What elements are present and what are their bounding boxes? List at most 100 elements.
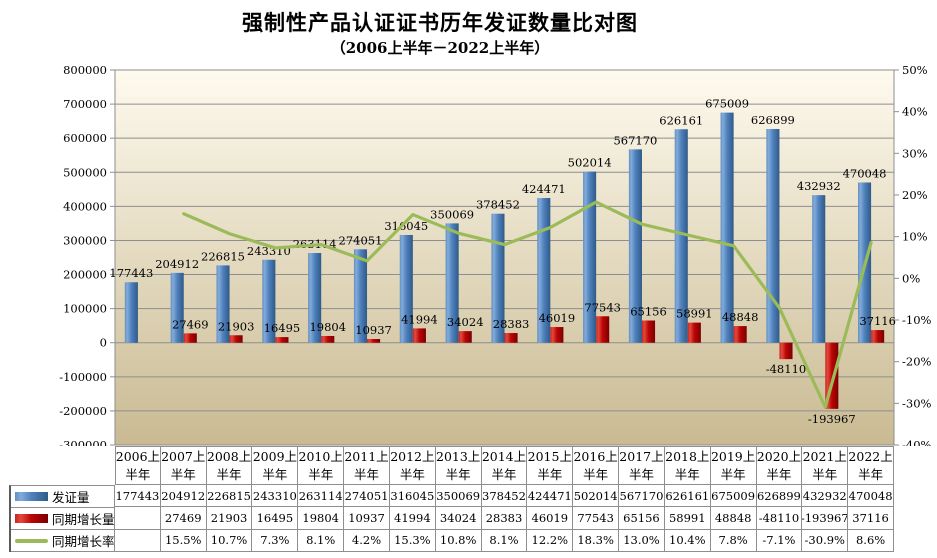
bar-label-certificates: 378452: [476, 198, 520, 212]
year-header-cell: 2009上 半年: [252, 446, 299, 485]
bar-growth-2008上半年: [229, 335, 243, 343]
bar-label-growth: 41994: [401, 312, 438, 326]
left-axis-label: 300000: [63, 233, 107, 247]
left-axis-label: 400000: [63, 199, 107, 213]
table-value-cell: 15.5%: [160, 529, 207, 552]
bar-label-growth: 21903: [218, 319, 255, 333]
bar-certificates-2009上半年: [262, 259, 276, 343]
bar-label-growth: 10937: [355, 323, 392, 337]
table-value-cell: 204912: [160, 485, 207, 508]
table-value-cell: 4.2%: [344, 529, 390, 552]
bar-label-growth: -48110: [766, 362, 806, 376]
bar-label-certificates: 350069: [430, 207, 474, 221]
table-value-cell: [115, 529, 161, 552]
year-header-cell: 2015上 半年: [527, 446, 574, 485]
bar-certificates-2006上半年: [124, 282, 138, 343]
legend-line-swatch: [15, 538, 48, 543]
right-axis-label: 10%: [902, 230, 928, 244]
year-header-cell: 2011上 半年: [344, 446, 390, 485]
table-value-cell: 15.3%: [389, 529, 436, 552]
table-value-cell: 8.1%: [481, 529, 528, 552]
bar-certificates-2017上半年: [628, 149, 642, 343]
bar-certificates-2019上半年: [720, 112, 734, 343]
right-axis-label: -20%: [902, 355, 932, 369]
bar-certificates-2012上半年: [399, 234, 413, 343]
year-header-cell: 2021上 半年: [802, 446, 849, 485]
table-value-cell: 226815: [206, 485, 253, 508]
table-value-cell: 41994: [389, 507, 436, 530]
table-value-cell: 10.8%: [435, 529, 482, 552]
legend-item-blue: 发证量: [11, 486, 115, 508]
bar-growth-2014上半年: [504, 333, 518, 343]
right-axis-label: -30%: [902, 396, 932, 410]
left-axis-label: 500000: [63, 165, 107, 179]
bar-label-growth: 37116: [859, 314, 896, 328]
table-value-cell: -193967: [802, 507, 849, 530]
table-value-cell: 19804: [298, 507, 345, 530]
bar-certificates-2020上半年: [766, 129, 780, 343]
left-axis-label: -100000: [59, 370, 107, 384]
bar-label-certificates: 226815: [201, 249, 245, 263]
bar-certificates-2018上半年: [674, 129, 688, 343]
bar-certificates-2011上半年: [353, 249, 368, 343]
table-value-cell: 12.2%: [527, 529, 574, 552]
bar-label-certificates: 675009: [705, 97, 749, 111]
table-value-cell: 10937: [344, 507, 390, 530]
table-value-cell: 58991: [664, 507, 711, 530]
table-value-cell: 243310: [252, 485, 299, 508]
bar-label-certificates: 274051: [339, 233, 383, 247]
year-header-cell: 2006上 半年: [115, 446, 161, 485]
table-value-cell: 18.3%: [573, 529, 620, 552]
table-value-cell: 626161: [664, 485, 711, 508]
table-value-cell: 48848: [710, 507, 757, 530]
table-value-cell: 65156: [619, 507, 665, 530]
year-header-cell: 2014上 半年: [481, 446, 528, 485]
bar-growth-2020上半年: [779, 342, 793, 360]
table-value-cell: 350069: [435, 485, 482, 508]
right-axis-label: 40%: [902, 105, 928, 119]
table-value-cell: [115, 507, 161, 530]
bar-growth-2009上半年: [275, 337, 289, 343]
bar-label-certificates: 204912: [155, 257, 199, 271]
left-axis-label: 600000: [63, 131, 107, 145]
year-header-cell: 2010上 半年: [298, 446, 345, 485]
bar-label-growth: 48848: [722, 310, 759, 324]
bar-label-growth: 65156: [630, 305, 667, 319]
table-value-cell: 7.3%: [252, 529, 299, 552]
bar-label-certificates: 567170: [613, 133, 657, 147]
table-value-cell: 470048: [848, 485, 894, 508]
year-header-cell: 2020上 半年: [756, 446, 803, 485]
table-value-cell: 263114: [298, 485, 345, 508]
bar-label-growth: 46019: [539, 311, 576, 325]
table-value-cell: -48110: [756, 507, 803, 530]
left-axis-label: -300000: [59, 438, 107, 446]
table-value-cell: 8.1%: [298, 529, 345, 552]
year-header-cell: 2013上 半年: [435, 446, 482, 485]
bar-label-certificates: 502014: [568, 156, 612, 170]
bar-certificates-2008上半年: [216, 265, 230, 343]
bar-label-growth: 28383: [493, 317, 530, 331]
table-value-cell: 10.4%: [664, 529, 711, 552]
bar-label-growth: -193967: [808, 412, 856, 426]
year-header-cell: 2017上 半年: [619, 446, 665, 485]
bar-certificates-2010上半年: [308, 253, 322, 343]
bar-label-certificates: 432932: [797, 179, 841, 193]
legend-bar-swatch: [15, 492, 48, 501]
bar-certificates-2007上半年: [170, 272, 184, 343]
table-value-cell: 13.0%: [619, 529, 665, 552]
table-value-cell: 424471: [527, 485, 574, 508]
bar-growth-2010上半年: [321, 335, 335, 343]
table-value-cell: 10.7%: [206, 529, 253, 552]
table-value-cell: 316045: [389, 485, 436, 508]
bar-growth-2017上半年: [641, 320, 656, 343]
bar-growth-2016上半年: [596, 316, 610, 343]
bar-label-certificates: 424471: [522, 182, 566, 196]
legend-label: 发证量: [52, 490, 90, 505]
year-header-cell: 2022上 半年: [848, 446, 894, 485]
growth-rate-line: [182, 200, 873, 409]
bar-label-certificates: 470048: [843, 166, 887, 180]
legend-label: 同期增长量: [52, 512, 115, 527]
year-header-cell: 2008上 半年: [206, 446, 253, 485]
left-axis-label: 800000: [63, 63, 107, 77]
